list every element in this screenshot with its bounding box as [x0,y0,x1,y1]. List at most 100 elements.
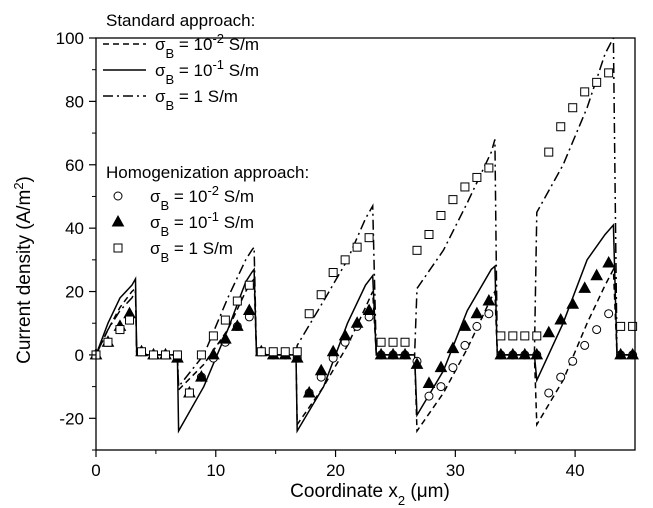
tick-labels: 0 10 20 30 40 -20 0 20 40 60 80 100 [56,29,585,480]
marker-square [520,331,530,341]
legend-label: σB = 1 S/m [150,239,233,265]
y-axis-title-sup: 2 [11,182,26,189]
marker-square [400,337,410,347]
legend-label: σB = 10-1 S/m [150,209,254,239]
marker-triangle [434,360,448,373]
marker-square [580,87,590,97]
marker-square [484,163,494,173]
marker-triangle [410,357,424,369]
marker-triangle [207,347,220,360]
marker-square [137,347,147,357]
marker-square [616,321,626,331]
marker-triangle [290,351,304,363]
marker-square [172,350,182,360]
y-tick-label: 0 [75,346,84,365]
marker-circle [568,356,578,366]
marker-square [244,280,254,290]
x-tick-label: 30 [446,461,465,480]
marker-square [388,337,398,347]
marker-triangle [350,316,364,328]
marker-square [352,242,362,252]
marker-square [115,325,125,335]
plot-frame [95,37,636,451]
marker-triangle [602,255,615,268]
marker-square [424,229,434,239]
marker-square [448,195,458,205]
marker-square [328,268,338,278]
marker-circle [472,321,482,331]
axes [89,37,636,457]
marker-circle [436,382,446,392]
marker-triangle [470,306,484,319]
marker-square [412,245,422,255]
legend-marker-square [113,243,123,253]
marker-square [256,347,266,357]
marker-triangle [195,370,208,382]
marker-square [496,331,506,341]
marker-circle [448,363,458,373]
marker-triangle [494,347,508,360]
legend-label: σB = 10-1 S/m [155,57,259,87]
y-axis-title: Current density (A/m2) [11,176,36,364]
marker-triangle [386,347,400,360]
series-line-dashdot [95,37,635,389]
marker-triangle [422,376,436,388]
legend-marker-triangle [111,214,125,227]
marker-triangle [506,347,520,360]
y-tick-label: 60 [65,156,84,175]
marker-square [340,255,350,265]
x-tick-label: 40 [566,461,585,480]
marker-triangle [482,294,496,306]
marker-triangle [458,319,472,331]
x-axis-title-sub: 2 [398,493,405,508]
marker-square [268,347,278,357]
marker-triangle [446,341,460,354]
series-line-dash [95,266,635,434]
marker-triangle [230,319,244,331]
marker-triangle [242,303,256,316]
marker-square [148,350,158,360]
x-axis-title-unit: (μm) [405,481,450,502]
x-tick-label: 10 [206,461,225,480]
marker-triangle [530,347,544,360]
series-line-solid [95,223,635,434]
legend-label: σB = 1 S/m [155,87,238,113]
marker-triangle [590,268,604,281]
y-tick-label: 40 [65,219,84,238]
marker-circle [580,340,590,350]
marker-circle [604,309,614,319]
marker-square [160,350,170,360]
marker-triangle [578,281,592,293]
legend-header-standard: Standard approach: [106,11,255,30]
legend-header-homogenization: Homogenization approach: [106,163,309,182]
marker-square [544,147,554,157]
marker-square [472,172,482,182]
marker-triangle [614,347,627,360]
y-axis-title-end: ) [14,176,35,182]
marker-circle [544,388,554,398]
marker-triangle [338,328,352,341]
legend-label: σB = 10-2 S/m [150,183,254,213]
marker-circle [484,309,494,319]
marker-triangle [374,347,388,360]
marker-triangle [314,363,328,376]
marker-square [103,337,113,347]
marker-square [604,68,614,78]
marker-square [460,182,470,192]
marker-square [196,350,206,360]
marker-square [532,331,542,341]
marker-triangle [219,332,232,344]
marker-circle [424,391,434,401]
y-tick-label: 20 [65,283,84,302]
marker-square [208,331,218,341]
marker-square [364,233,374,243]
marker-square [568,103,578,113]
marker-square [280,347,290,357]
marker-square [556,122,566,132]
marker-triangle [566,297,580,309]
marker-triangle [518,347,532,360]
marker-triangle [302,385,316,398]
marker-square [125,315,135,325]
y-tick-label: 100 [56,29,84,48]
